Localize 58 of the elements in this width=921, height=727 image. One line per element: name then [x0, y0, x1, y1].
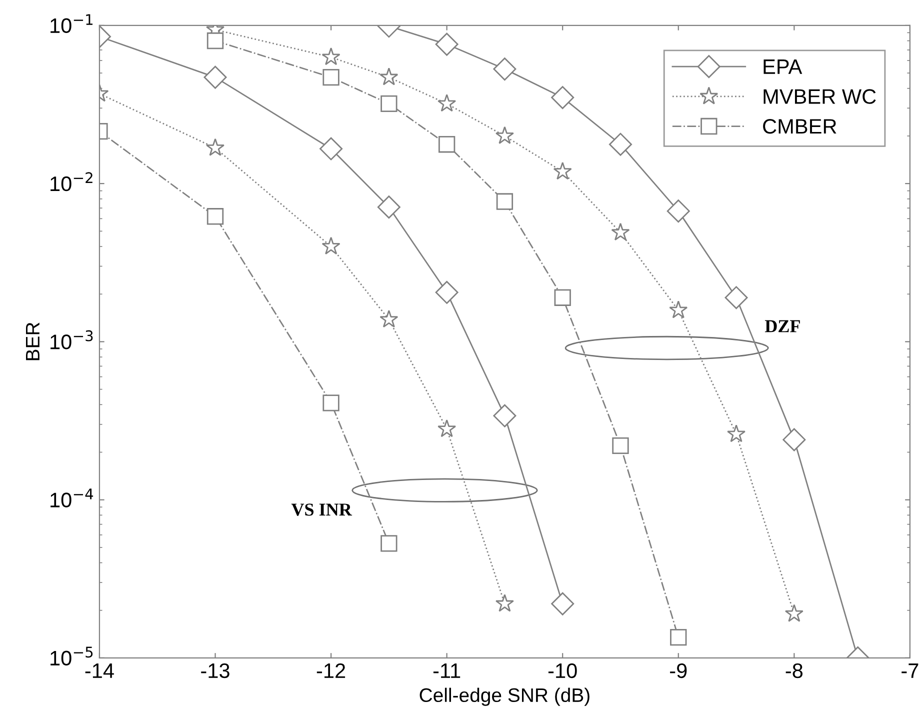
point	[380, 68, 398, 86]
point	[438, 419, 456, 438]
point	[377, 196, 400, 219]
point	[495, 594, 514, 612]
y-axis-title: BER	[26, 322, 40, 360]
point	[206, 208, 224, 225]
point	[611, 222, 630, 241]
point	[380, 95, 398, 112]
point	[322, 68, 340, 86]
y-tick-label: 10$^{−3}$	[50, 330, 93, 350]
point	[608, 132, 632, 156]
x-tick-label: -12	[316, 663, 346, 678]
y-tick-label: 10$^{−2}$	[50, 172, 92, 192]
point	[666, 200, 690, 223]
point	[493, 58, 516, 81]
point	[322, 47, 340, 66]
y-tick-label: 10$^{−5}$	[50, 646, 93, 666]
point	[493, 404, 516, 428]
point	[669, 300, 688, 318]
x-tick-label: -9	[670, 663, 687, 678]
point	[204, 66, 227, 89]
point	[322, 394, 340, 412]
point	[612, 437, 629, 454]
point	[784, 604, 804, 622]
x-axis-title: Cell-edge SNR (dB)	[420, 688, 590, 706]
point	[206, 32, 224, 50]
point	[206, 138, 225, 156]
point	[670, 628, 687, 646]
point	[322, 236, 340, 254]
x-tick-label: -10	[548, 663, 577, 678]
legend-label: EPA	[764, 60, 802, 74]
x-tick-label: -13	[201, 663, 230, 678]
point	[554, 289, 571, 306]
annotation: VS INR	[291, 504, 352, 516]
point	[495, 126, 514, 144]
y-tick-label: 10$^{−1}$	[50, 14, 93, 34]
y-tick-label: 10$^{−4}$	[50, 488, 94, 508]
point	[782, 428, 806, 452]
point	[435, 32, 458, 56]
point	[496, 193, 514, 210]
point	[726, 424, 746, 442]
point	[380, 310, 398, 328]
point	[320, 137, 343, 160]
point	[438, 136, 456, 153]
point	[551, 592, 574, 616]
annotation: DZF	[764, 320, 800, 332]
x-tick-label: -14	[85, 664, 114, 678]
legend-label: MVBER WC	[764, 89, 876, 104]
point	[435, 280, 458, 304]
point	[380, 535, 398, 552]
point	[724, 286, 748, 310]
point	[438, 94, 456, 112]
legend-label: CMBER	[763, 119, 836, 134]
x-tick-label: -7	[902, 664, 918, 678]
x-tick-label: -11	[433, 664, 460, 678]
point	[553, 162, 572, 180]
x-tick-label: -8	[786, 663, 803, 678]
point	[551, 86, 574, 110]
